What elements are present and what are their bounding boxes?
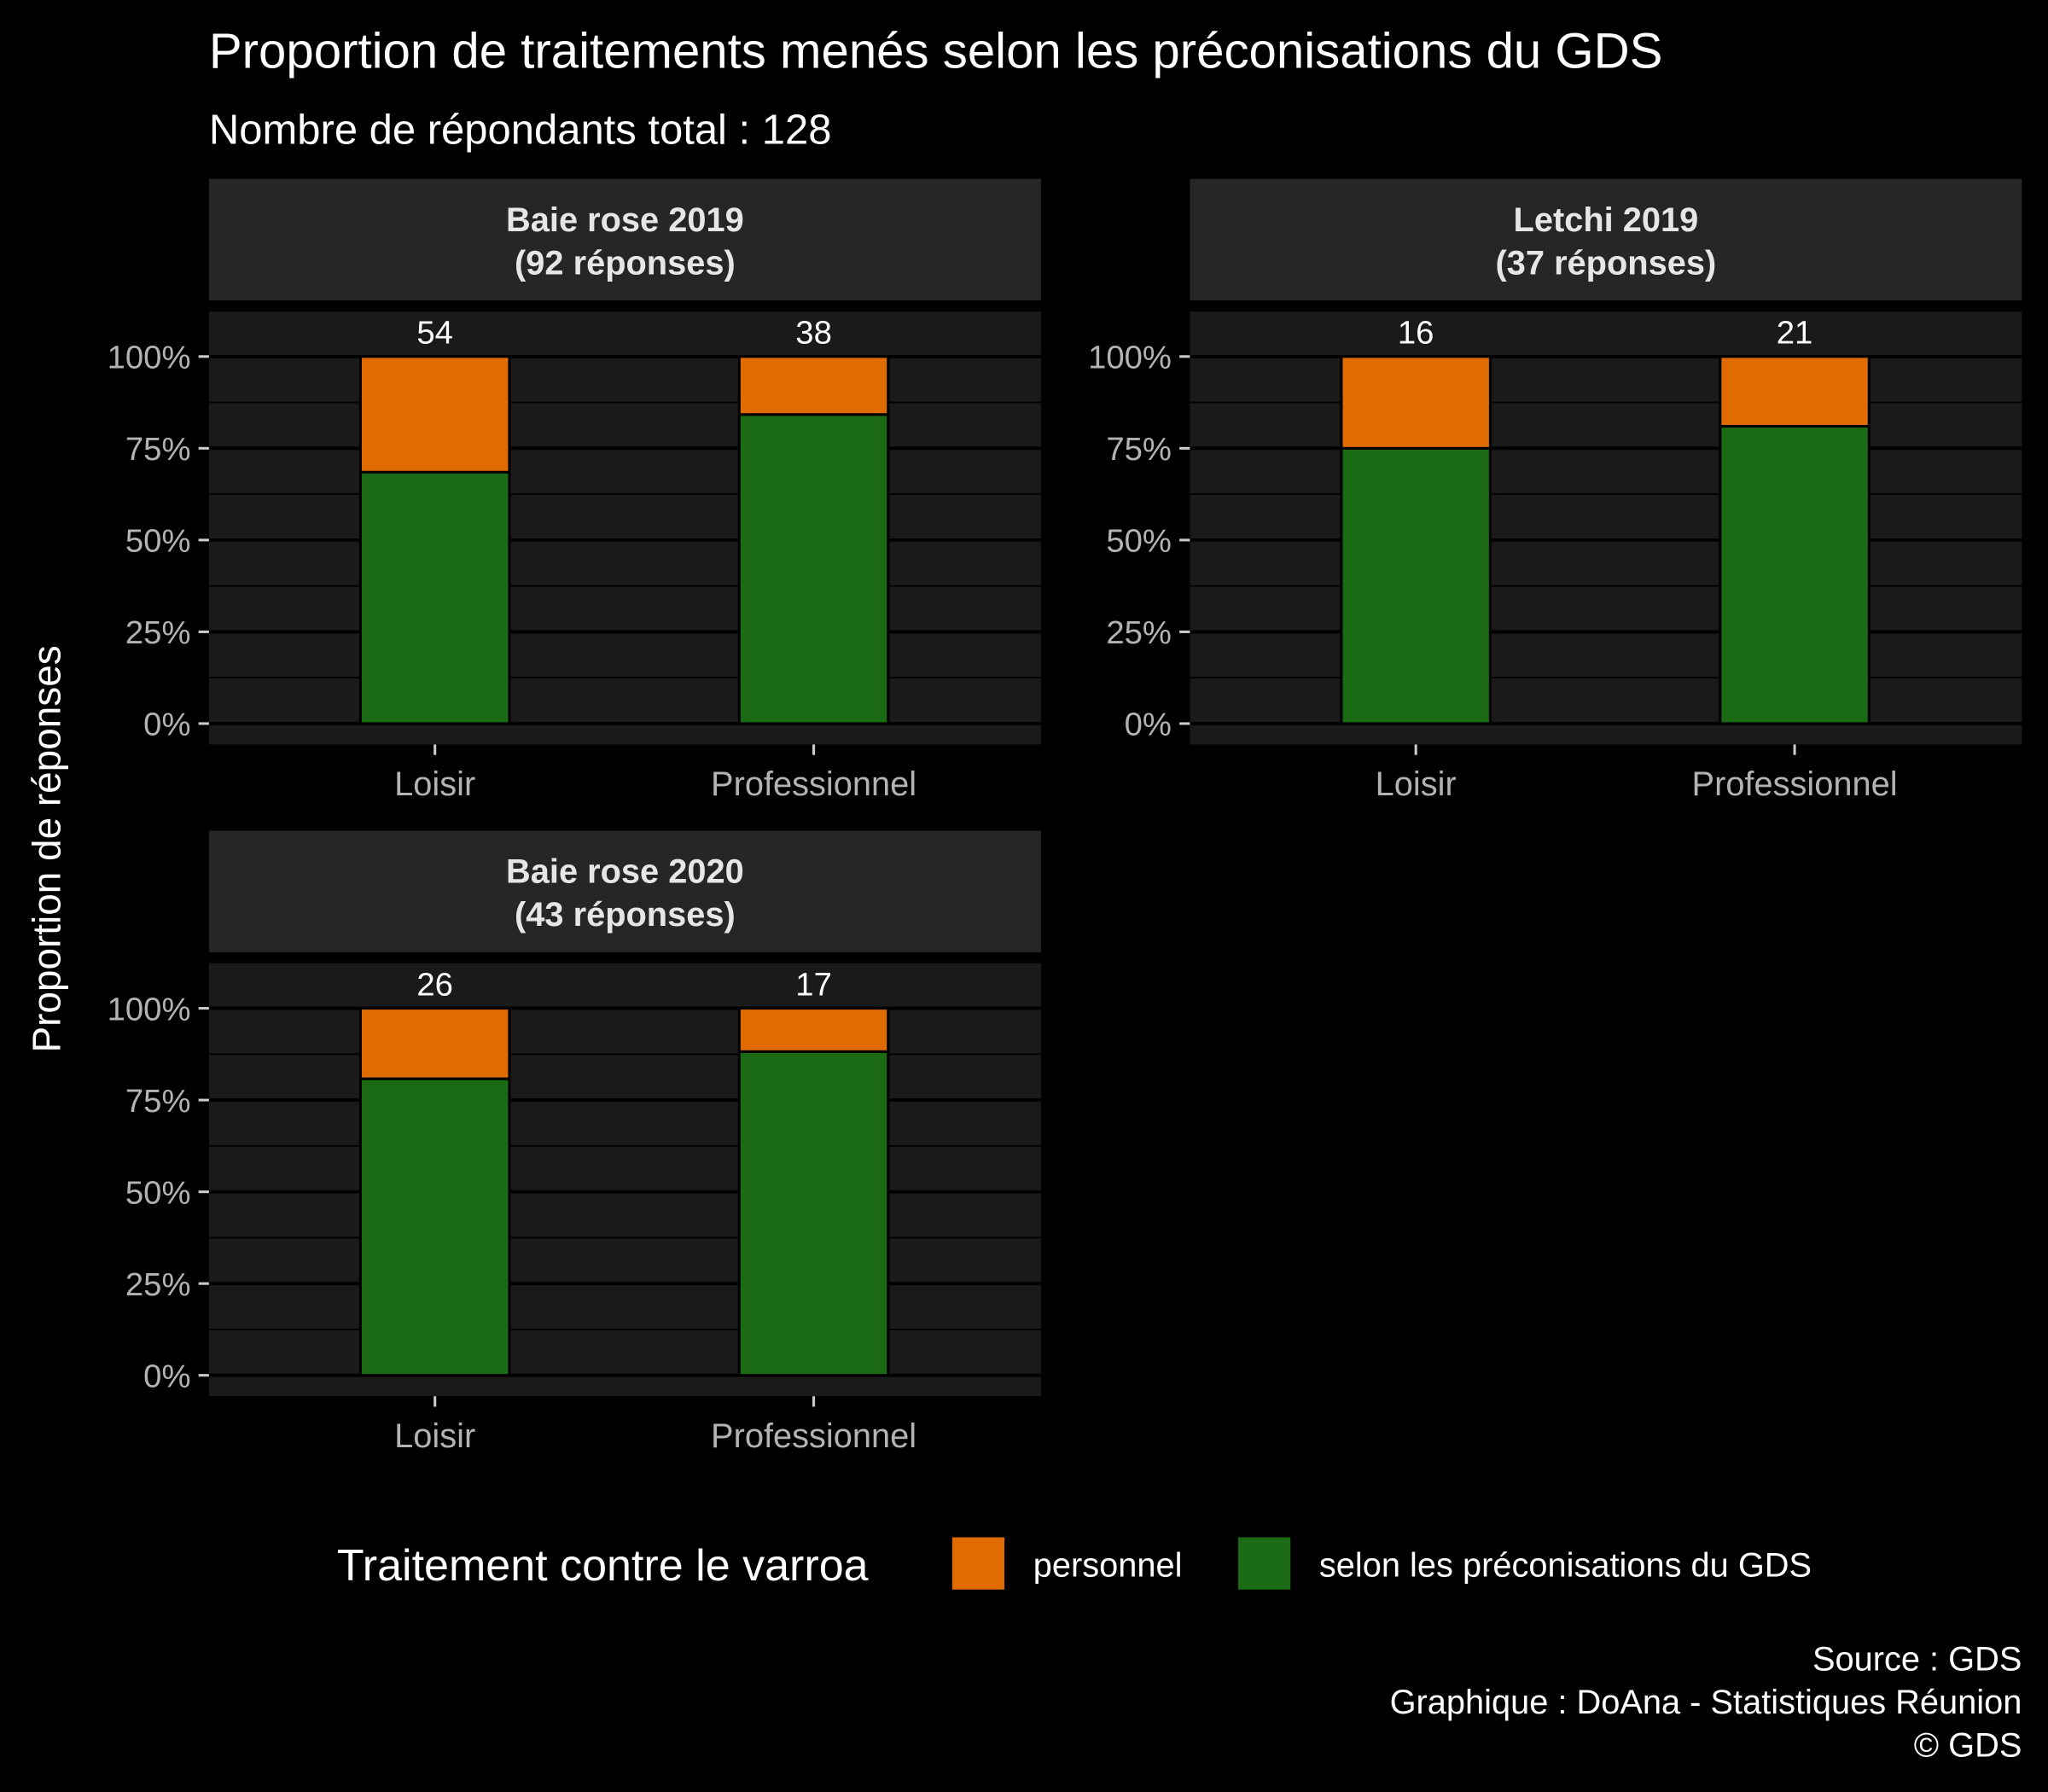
panel-strip [208, 830, 1041, 952]
y-tick-label: 50% [1106, 523, 1172, 560]
y-tick-label: 25% [125, 614, 191, 651]
strip-subtitle: (43 réponses) [515, 896, 736, 934]
plot-background [208, 961, 1041, 1397]
chart-subtitle: Nombre de répondants total : 128 [209, 107, 832, 153]
strip-subtitle: (92 réponses) [515, 244, 736, 282]
y-tick-label: 100% [108, 340, 191, 376]
chart-title: Proportion de traitements menés selon le… [209, 24, 1663, 79]
y-tick-label: 50% [125, 523, 191, 560]
legend-swatch-gds [1238, 1537, 1291, 1590]
x-tick-label: Loisir [394, 765, 475, 803]
panel-strip [1190, 178, 2022, 301]
bar-total-label: 17 [795, 966, 832, 1003]
caption-line: © GDS [1914, 1727, 2022, 1765]
y-tick-label: 100% [108, 991, 191, 1027]
strip-title: Baie rose 2019 [506, 201, 744, 239]
y-tick-label: 0% [1125, 707, 1172, 743]
bar-total-label: 54 [416, 315, 453, 352]
caption-line: Graphique : DoAna - Statistiques Réunion [1390, 1684, 2022, 1721]
legend-swatch-personnel [951, 1537, 1005, 1590]
bar-segment-gds [737, 413, 890, 725]
x-tick-label: Loisir [394, 1417, 475, 1455]
panel-2: Baie rose 2020 (43 réponses) 0% 25% 50% 75% 10… [108, 830, 1041, 1455]
bar-segment-gds [737, 1050, 890, 1377]
bar-segment-personnel [358, 355, 511, 474]
bar-segment-personnel [1719, 355, 1871, 428]
caption-line: Source : GDS [1812, 1641, 2022, 1679]
y-tick-label: 50% [125, 1174, 191, 1211]
y-tick-label: 25% [125, 1266, 191, 1303]
y-tick-label: 25% [1106, 614, 1172, 651]
bar-segment-personnel [737, 1007, 890, 1053]
y-tick-label: 0% [143, 707, 190, 743]
plot-background [208, 309, 1041, 745]
legend: Traitement contre le varroa personnel se… [337, 1537, 1812, 1591]
y-tick-label: 75% [1106, 431, 1172, 468]
bar-segment-gds [1340, 446, 1492, 725]
x-tick-label: Loisir [1376, 765, 1457, 803]
bar-total-label: 21 [1777, 315, 1813, 352]
bar-total-label: 16 [1398, 315, 1434, 352]
bar-total-label: 38 [795, 315, 832, 352]
legend-label-gds: selon les préconisations du GDS [1319, 1546, 1812, 1584]
legend-label-personnel: personnel [1033, 1546, 1183, 1584]
y-tick-label: 75% [125, 431, 191, 468]
bar-total-label: 26 [416, 966, 453, 1003]
bar-segment-gds [1719, 425, 1871, 725]
y-tick-label: 0% [143, 1358, 190, 1394]
plot-background [1190, 309, 2022, 745]
bar-segment-personnel [1340, 355, 1492, 450]
strip-subtitle: (37 réponses) [1496, 244, 1717, 282]
bar-segment-personnel [358, 1007, 511, 1080]
bar-segment-personnel [737, 355, 890, 416]
panel-1: Letchi 2019 (37 réponses) 0% 25% 50% 75% 100% L… [1088, 178, 2022, 803]
bar-segment-gds [358, 1077, 511, 1377]
x-tick-label: Professionnel [711, 1417, 916, 1455]
bar-segment-gds [358, 470, 511, 725]
panel-0: Baie rose 2019 (92 réponses) 0% 25% 50% 75% 10… [108, 178, 1041, 803]
x-tick-label: Professionnel [1692, 765, 1898, 803]
x-tick-label: Professionnel [711, 765, 916, 803]
strip-title: Letchi 2019 [1514, 201, 1699, 239]
y-axis-label: Proportion de réponses [24, 645, 68, 1052]
panel-strip [208, 178, 1041, 301]
y-tick-label: 100% [1088, 340, 1172, 376]
y-tick-label: 75% [125, 1083, 191, 1120]
legend-title: Traitement contre le varroa [337, 1541, 869, 1591]
caption: Source : GDS Graphique : DoAna - Statist… [1390, 1641, 2022, 1765]
strip-title: Baie rose 2020 [506, 853, 744, 891]
